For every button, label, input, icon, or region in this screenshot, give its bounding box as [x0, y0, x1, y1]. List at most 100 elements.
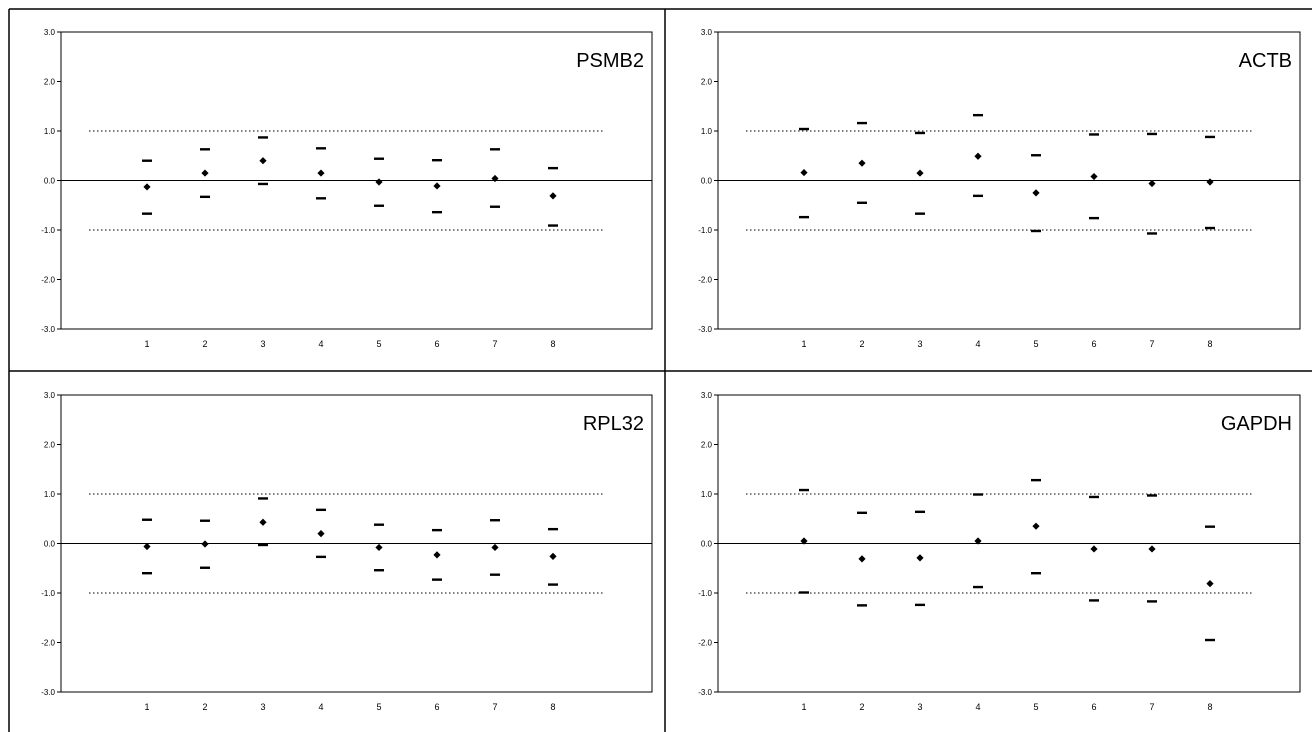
data-point-dash	[142, 212, 152, 215]
data-point-dash	[915, 510, 925, 514]
data-point-dash	[1031, 572, 1041, 575]
x-tick-label: 1	[144, 339, 149, 349]
data-point-dash	[1031, 478, 1041, 482]
data-point-dash	[1031, 154, 1041, 157]
x-tick-label: 5	[1033, 702, 1038, 712]
data-point-dash	[432, 528, 442, 532]
data-point-diamond	[1090, 172, 1098, 181]
y-tick-label: 3.0	[701, 391, 713, 400]
data-point-dash	[548, 166, 558, 170]
y-tick-label: -3.0	[698, 688, 712, 697]
y-tick-label: -3.0	[41, 688, 55, 697]
chart-svg-gapdh: 3.0 2.0 1.0 0.0 -1.0 -2.0 -3.0 1 2 3 4 5 6 7 8 GAPDH	[698, 391, 1301, 712]
y-tick-label: 0.0	[44, 540, 56, 549]
data-point-dash	[1089, 599, 1099, 602]
chart-svg-rpl32: 3.0 2.0 1.0 0.0 -1.0 -2.0 -3.0 1 2 3 4 5 6 7 8 RPL32	[41, 391, 653, 712]
y-tick-label: -2.0	[41, 639, 55, 648]
data-point-dash	[200, 566, 210, 569]
data-point-dash	[374, 157, 384, 160]
data-point-diamond	[800, 168, 808, 177]
data-point-dash	[258, 497, 268, 500]
data-point-dash	[142, 572, 152, 575]
data-point-dash	[857, 511, 867, 515]
data-point-dash	[973, 113, 983, 117]
data-point-dash	[1147, 232, 1157, 235]
y-tick-label: 3.0	[44, 28, 56, 37]
y-tick-label: -1.0	[698, 226, 712, 235]
data-point-dash	[490, 148, 500, 151]
data-point-diamond	[433, 182, 441, 190]
data-point-dash	[1205, 525, 1215, 528]
chart-panel-actb: 3.0 2.0 1.0 0.0 -1.0 -2.0 -3.0 1 2 3 4 5 6 7 8 ACTB	[666, 9, 1312, 370]
x-tick-label: 2	[202, 339, 207, 349]
data-point-dash	[490, 205, 500, 208]
y-tick-label: 2.0	[701, 78, 713, 87]
x-tick-label: 4	[318, 702, 323, 712]
data-point-dash	[374, 204, 384, 207]
data-point-diamond	[549, 552, 557, 560]
data-point-dash	[432, 210, 442, 214]
data-point-diamond	[916, 554, 924, 562]
x-tick-label: 4	[318, 339, 323, 349]
data-point-dash	[857, 201, 867, 204]
data-point-diamond	[974, 152, 982, 160]
data-point-diamond	[201, 540, 209, 548]
data-point-dash	[142, 159, 152, 162]
data-point-dash	[973, 194, 983, 198]
data-point-dash	[1147, 600, 1157, 603]
y-tick-label: -3.0	[41, 325, 55, 334]
data-point-dash	[200, 519, 210, 522]
data-point-dash	[200, 195, 210, 199]
chart-panel-rpl32: 3.0 2.0 1.0 0.0 -1.0 -2.0 -3.0 1 2 3 4 5 6 7 8 RPL32	[9, 372, 664, 732]
x-tick-label: 7	[1149, 339, 1154, 349]
x-tick-label: 2	[202, 702, 207, 712]
data-point-dash	[200, 148, 210, 151]
x-tick-label: 3	[917, 339, 922, 349]
chart-svg-actb: 3.0 2.0 1.0 0.0 -1.0 -2.0 -3.0 1 2 3 4 5 6 7 8 ACTB	[698, 28, 1301, 349]
y-tick-label: 1.0	[701, 127, 713, 136]
data-point-dash	[548, 527, 558, 531]
y-tick-label: 1.0	[44, 127, 56, 136]
chart-title: RPL32	[583, 413, 644, 435]
data-point-dash	[258, 543, 268, 547]
data-point-diamond	[143, 183, 151, 191]
data-point-dash	[490, 573, 500, 576]
y-tick-label: 0.0	[44, 177, 56, 186]
x-tick-label: 4	[975, 702, 980, 712]
y-tick-label: -1.0	[41, 589, 55, 598]
data-point-diamond	[1206, 579, 1214, 588]
data-point-diamond	[491, 174, 499, 183]
x-tick-label: 6	[434, 702, 439, 712]
data-point-dash	[258, 182, 268, 186]
data-point-diamond	[858, 555, 866, 563]
data-point-dash	[857, 121, 867, 125]
data-point-diamond	[317, 530, 325, 538]
y-tick-label: -2.0	[698, 639, 712, 648]
y-tick-label: 1.0	[44, 490, 56, 499]
data-point-dash	[915, 212, 925, 215]
data-point-dash	[1089, 133, 1099, 136]
x-tick-label: 8	[1207, 339, 1212, 349]
data-point-diamond	[375, 178, 383, 186]
y-tick-label: -1.0	[698, 589, 712, 598]
data-point-diamond	[1032, 522, 1040, 530]
y-tick-label: 3.0	[701, 28, 713, 37]
y-tick-label: -1.0	[41, 226, 55, 235]
data-point-diamond	[317, 169, 325, 177]
data-point-dash	[316, 147, 326, 150]
data-point-dash	[1147, 494, 1157, 497]
data-point-diamond	[1148, 545, 1156, 553]
x-tick-label: 8	[1207, 702, 1212, 712]
x-tick-label: 7	[492, 702, 497, 712]
data-point-dash	[915, 131, 925, 135]
data-point-dash	[973, 585, 983, 589]
x-tick-label: 5	[376, 339, 381, 349]
chart-panel-psmb2: 3.0 2.0 1.0 0.0 -1.0 -2.0 -3.0 1 2 3 4 5 6 7 8 PSMB2	[9, 9, 664, 370]
data-point-dash	[1089, 495, 1099, 499]
data-point-diamond	[916, 169, 924, 177]
data-point-dash	[1205, 638, 1215, 642]
y-tick-label: 2.0	[44, 78, 56, 87]
x-tick-label: 3	[260, 339, 265, 349]
y-tick-label: -2.0	[698, 276, 712, 285]
